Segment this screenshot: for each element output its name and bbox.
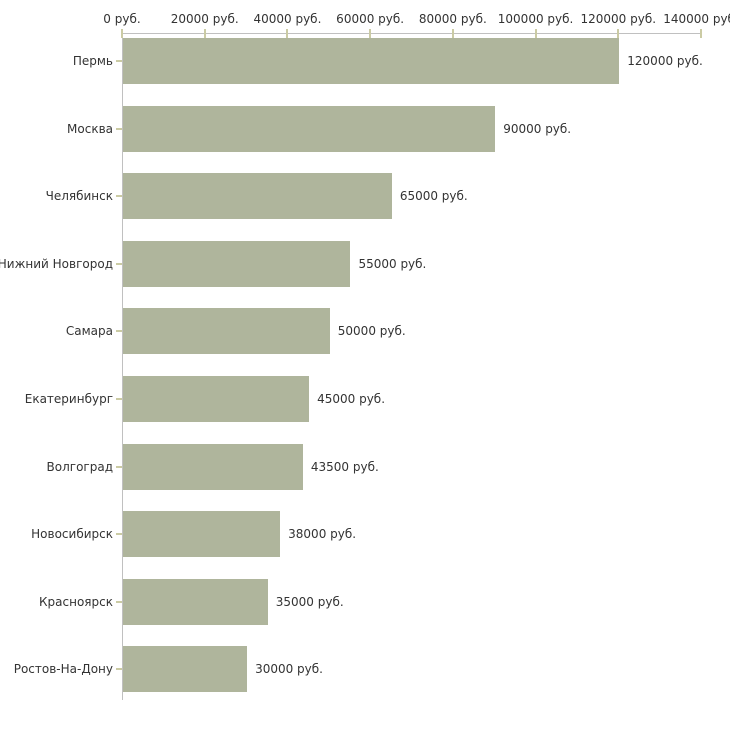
bar-9 xyxy=(123,578,268,625)
value-label: 50000 руб. xyxy=(337,324,406,339)
value-label: 30000 руб. xyxy=(255,662,323,677)
bar-4 xyxy=(123,240,351,287)
category-label: Екатеринбург xyxy=(24,392,113,406)
bar-2 xyxy=(123,105,496,152)
y-axis-line xyxy=(122,33,123,700)
x-axis-tick xyxy=(700,29,702,38)
category-label: Нижний Новгород xyxy=(0,256,113,271)
category-label: Самара xyxy=(65,324,113,339)
bar-1 xyxy=(123,38,620,84)
bar-6 xyxy=(123,376,310,422)
x-axis-tick-label: 80000 руб. xyxy=(418,12,487,26)
value-label: 45000 руб. xyxy=(317,392,386,406)
value-label: 55000 руб. xyxy=(358,256,427,271)
x-axis-tick-label: 20000 руб. xyxy=(170,12,239,26)
x-axis-tick-label: 120000 руб. xyxy=(580,12,657,26)
category-label: Новосибирск xyxy=(31,527,113,542)
bar-10 xyxy=(123,646,248,693)
value-label: 120000 руб. xyxy=(627,54,703,68)
bar-7 xyxy=(123,443,303,490)
value-label: 90000 руб. xyxy=(503,121,572,136)
x-axis-tick xyxy=(534,29,537,38)
x-axis-tick xyxy=(369,29,372,38)
y-axis-tick xyxy=(116,465,122,468)
y-axis-tick xyxy=(116,668,122,671)
category-label: Москва xyxy=(67,121,113,136)
value-label: 38000 руб. xyxy=(288,527,357,542)
category-label: Волгоград xyxy=(46,459,113,474)
y-axis-tick xyxy=(116,330,122,333)
bar-3 xyxy=(123,173,392,220)
x-axis-tick-label: 100000 руб. xyxy=(497,12,574,26)
bar-5 xyxy=(123,308,330,355)
y-axis-tick xyxy=(116,398,122,400)
y-axis-tick xyxy=(116,533,122,536)
y-axis-tick xyxy=(116,195,122,198)
x-axis-tick-label: 60000 руб. xyxy=(336,12,405,26)
x-axis-tick-label: 0 руб. xyxy=(103,12,141,26)
value-label: 43500 руб. xyxy=(310,459,379,474)
y-axis-tick xyxy=(116,60,122,62)
x-axis-tick xyxy=(203,29,206,38)
x-axis-tick xyxy=(451,29,454,38)
value-label: 35000 руб. xyxy=(275,594,344,609)
x-axis-line xyxy=(122,33,702,34)
category-label: Красноярск xyxy=(39,594,113,609)
category-label: Ростов-На-Дону xyxy=(13,662,113,677)
x-axis-tick xyxy=(121,29,123,38)
x-axis-tick xyxy=(286,29,289,38)
category-label: Пермь xyxy=(72,54,113,68)
y-axis-tick xyxy=(116,127,122,130)
y-axis-tick xyxy=(116,262,122,265)
x-axis-tick-label: 140000 руб. xyxy=(663,12,730,26)
value-label: 65000 руб. xyxy=(399,189,468,204)
bar-8 xyxy=(123,511,281,558)
y-axis-tick xyxy=(116,600,122,603)
category-label: Челябинск xyxy=(45,189,113,204)
x-axis-tick-label: 40000 руб. xyxy=(253,12,322,26)
x-axis-tick xyxy=(617,29,620,38)
